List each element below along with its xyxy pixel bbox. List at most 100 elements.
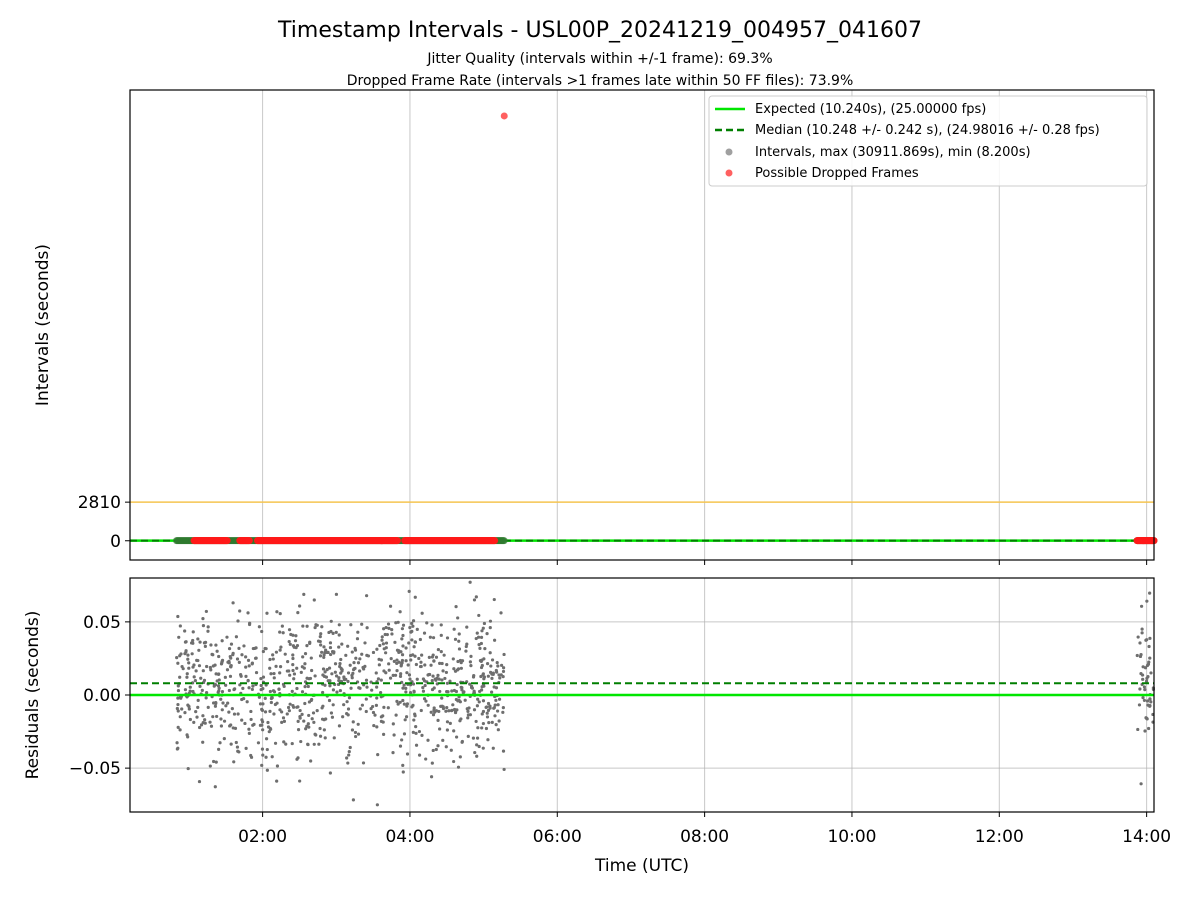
residual-point xyxy=(176,709,180,713)
residual-point xyxy=(375,725,379,729)
residual-point xyxy=(298,715,302,719)
residual-point xyxy=(1148,591,1152,595)
residual-point xyxy=(358,669,362,673)
residual-point xyxy=(387,662,391,666)
residual-point xyxy=(445,720,450,724)
residual-point xyxy=(225,668,230,672)
residual-point xyxy=(342,703,346,707)
residual-point xyxy=(178,715,182,719)
residual-point xyxy=(335,674,339,678)
residual-point xyxy=(475,743,479,747)
residual-point xyxy=(256,741,261,745)
residuals-ytick-label: 0.05 xyxy=(83,613,121,633)
residual-point xyxy=(306,722,310,726)
residual-point xyxy=(247,622,252,627)
residual-point xyxy=(426,738,430,742)
residual-point xyxy=(216,684,221,688)
residual-point xyxy=(420,611,424,615)
residual-point xyxy=(402,732,407,736)
residual-point xyxy=(408,625,412,630)
residual-point xyxy=(472,598,477,602)
residual-point xyxy=(185,672,189,676)
residual-point xyxy=(419,708,423,713)
residual-point xyxy=(450,689,454,693)
residual-point xyxy=(400,627,404,631)
residual-point xyxy=(356,661,361,665)
residual-point xyxy=(374,671,378,675)
residual-point xyxy=(402,702,406,706)
residual-point xyxy=(280,720,284,724)
residual-point xyxy=(231,653,235,657)
residual-point xyxy=(472,689,476,693)
residual-point xyxy=(185,675,189,679)
residual-point xyxy=(326,650,330,654)
residual-point xyxy=(411,624,415,628)
residual-point xyxy=(375,696,379,700)
residual-point xyxy=(1140,631,1144,635)
chart-subtitle-jitter: Jitter Quality (intervals within +/-1 fr… xyxy=(426,51,772,67)
residual-point xyxy=(176,696,180,700)
residual-point xyxy=(377,657,381,661)
residual-point xyxy=(312,742,316,746)
residual-point xyxy=(196,705,200,709)
residual-point xyxy=(412,690,416,694)
residual-point xyxy=(220,708,224,712)
residual-point xyxy=(260,708,265,712)
residual-point xyxy=(489,664,493,668)
residual-point xyxy=(213,663,217,667)
residual-point xyxy=(211,715,215,719)
residual-point xyxy=(243,721,247,726)
residual-point xyxy=(295,686,299,691)
residual-point xyxy=(480,685,484,689)
residual-point xyxy=(320,625,324,629)
residual-point xyxy=(347,749,351,754)
residual-point xyxy=(426,703,430,707)
residual-point xyxy=(227,688,231,693)
residual-point xyxy=(204,609,208,614)
residual-point xyxy=(490,690,494,694)
residual-point xyxy=(246,678,250,683)
residual-point xyxy=(388,676,393,680)
residual-point xyxy=(346,644,350,648)
residual-point xyxy=(322,655,326,659)
residual-point xyxy=(259,677,263,681)
residual-point xyxy=(307,725,311,729)
residual-point xyxy=(292,645,296,649)
residual-point xyxy=(201,740,205,744)
residual-point xyxy=(269,700,273,705)
residual-point xyxy=(217,689,221,693)
residual-point xyxy=(176,614,180,619)
residual-point xyxy=(271,653,275,657)
residual-point xyxy=(405,702,410,706)
residual-point xyxy=(291,653,295,657)
residual-point xyxy=(301,655,305,659)
residual-point xyxy=(186,766,190,771)
residual-point xyxy=(285,669,289,673)
residual-point xyxy=(333,662,338,666)
residual-point xyxy=(246,611,250,615)
residual-point xyxy=(375,803,379,807)
residual-point xyxy=(393,640,397,644)
residual-point xyxy=(392,659,396,663)
residual-point xyxy=(466,713,470,717)
residual-point xyxy=(475,754,479,758)
residual-point xyxy=(483,647,487,651)
residual-point xyxy=(389,657,393,661)
residual-point xyxy=(490,676,494,681)
residual-point xyxy=(294,634,298,638)
residual-point xyxy=(279,645,283,649)
residual-point xyxy=(219,717,223,721)
residual-point xyxy=(366,654,371,658)
residual-point xyxy=(211,759,216,764)
residual-point xyxy=(313,674,317,678)
residual-point xyxy=(340,669,344,673)
residual-point xyxy=(489,670,493,674)
residual-point xyxy=(388,604,393,608)
residual-point xyxy=(329,619,333,623)
residual-point xyxy=(497,673,501,677)
legend-median-label: Median (10.248 +/- 0.242 s), (24.98016 +… xyxy=(755,123,1100,138)
residual-point xyxy=(257,695,261,699)
residual-point xyxy=(401,686,405,690)
residual-point xyxy=(348,745,352,750)
residual-point xyxy=(445,728,450,732)
